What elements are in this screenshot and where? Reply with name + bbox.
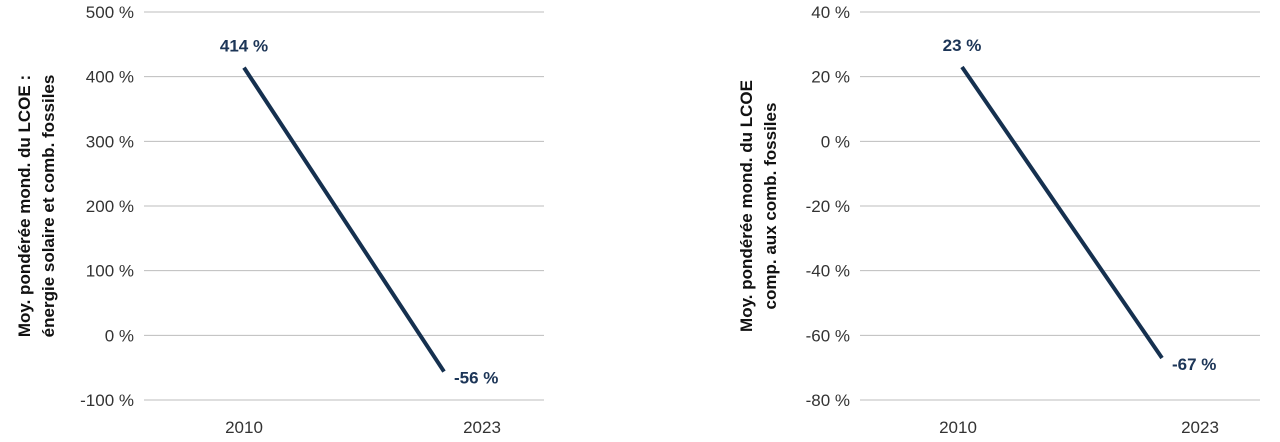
data-label: 23 % — [943, 36, 982, 55]
y-axis-label: énergie solaire et comb. fossiles — [39, 75, 58, 338]
chart-2: 40 % 20 % 0 % -20 % -40 % -60 % -80 % 2010 2023 M… — [737, 3, 1260, 437]
y-axis-label: comp. aux comb. fossiles — [761, 103, 780, 310]
data-label: -56 % — [454, 369, 498, 388]
series-line — [960, 65, 1164, 360]
x-tick-label: 2010 — [939, 418, 977, 437]
x-tick-label: 2010 — [225, 418, 263, 437]
y-tick-label: 40 % — [811, 3, 850, 22]
y-tick-label: -60 % — [806, 326, 850, 345]
y-tick-label: 0 % — [105, 326, 134, 345]
chart-1: 500 % 400 % 300 % 200 % 100 % 0 % -100 % 2010 20… — [15, 3, 544, 437]
data-label: -67 % — [1172, 355, 1216, 374]
y-tick-label: -100 % — [80, 391, 134, 410]
x-tick-label: 2023 — [1181, 418, 1219, 437]
y-tick-label: -80 % — [806, 391, 850, 410]
data-label: 414 % — [220, 37, 268, 56]
y-axis-label: Moy. pondérée mond. du LCOE — [737, 80, 756, 332]
y-tick-label: 20 % — [811, 68, 850, 87]
x-tick-label: 2023 — [463, 418, 501, 437]
y-tick-label: -20 % — [806, 197, 850, 216]
series-line — [242, 66, 446, 373]
y-axis-label: Moy. pondérée mond. du LCOE : — [15, 75, 34, 337]
y-tick-label: 300 % — [86, 132, 134, 151]
y-tick-label: 400 % — [86, 68, 134, 87]
y-tick-label: 200 % — [86, 197, 134, 216]
y-tick-label: 500 % — [86, 3, 134, 22]
y-tick-label: 100 % — [86, 262, 134, 281]
y-tick-label: 0 % — [821, 132, 850, 151]
y-tick-label: -40 % — [806, 262, 850, 281]
